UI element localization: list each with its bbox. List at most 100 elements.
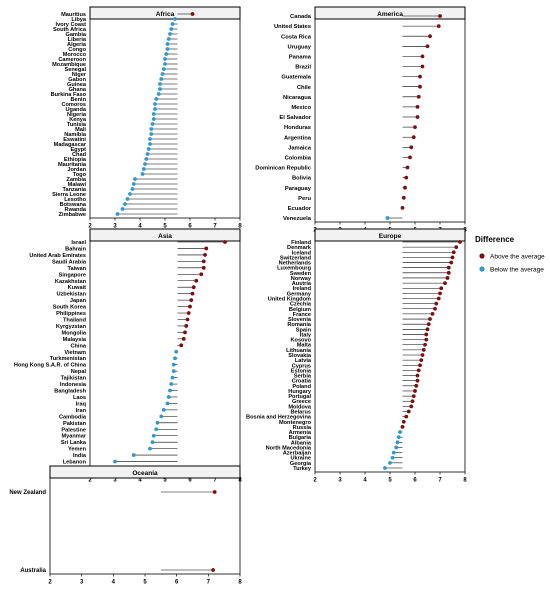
lollipop-point <box>123 202 127 206</box>
lollipop-row: South Africa <box>53 27 178 33</box>
x-tick-label: 7 <box>207 580 211 586</box>
category-label: Myanmar <box>61 434 86 440</box>
category-label: Peru <box>298 196 311 202</box>
category-label: Slovenia <box>288 317 312 323</box>
lollipop-point <box>450 255 455 260</box>
category-label: Kosovo <box>290 338 311 344</box>
lollipop-point <box>150 440 155 445</box>
panel-america: America Canada United States Costa Rica Urug… <box>255 6 467 234</box>
category-label: Guatemala <box>281 75 311 81</box>
lollipop-row: Turkmenistan <box>50 356 178 362</box>
lollipop-point <box>161 67 166 71</box>
lollipop-point <box>169 382 174 386</box>
category-label: Eswatini <box>63 137 86 143</box>
panel-frame <box>89 240 241 473</box>
lollipop-point <box>434 301 439 306</box>
lollipop-point <box>165 401 170 406</box>
lollipop-point <box>166 395 171 399</box>
category-label: Netherlands <box>279 261 311 267</box>
x-tick-label: 7 <box>438 478 442 484</box>
lollipop-row: Libya <box>71 17 178 23</box>
x-tick-label: 3 <box>113 478 117 484</box>
lollipop-row: Gambia <box>65 32 178 38</box>
lollipop-point <box>133 177 137 181</box>
lollipop-point <box>421 347 426 352</box>
category-label: Turkmenistan <box>50 356 87 362</box>
lollipop-point <box>415 378 420 383</box>
lollipop-point <box>443 281 447 285</box>
category-label: United States <box>274 24 311 30</box>
category-label: Mongolia <box>61 330 86 336</box>
lollipop-row: Tunisia <box>67 122 178 128</box>
legend-label-below: Below the average <box>490 267 544 274</box>
lollipop-point <box>189 298 194 303</box>
lollipop-row: Turkey <box>293 466 403 472</box>
category-label: India <box>73 453 87 459</box>
lollipop-point <box>165 47 170 51</box>
lollipop-point <box>428 317 432 321</box>
category-label: Czechia <box>290 302 312 308</box>
lollipop-row: Brazil <box>295 65 425 71</box>
category-label: Switzerland <box>280 255 312 261</box>
category-label: North Macedonia <box>266 445 312 451</box>
category-label: Honduras <box>284 125 311 131</box>
lollipop-row: Yemen <box>68 447 178 453</box>
category-label: Niger <box>72 72 87 78</box>
lollipop-point <box>428 34 432 39</box>
category-label: Gabon <box>68 77 86 83</box>
lollipop-row: Lithuania <box>286 348 426 354</box>
lollipop-row: Bulgaria <box>289 435 403 441</box>
legend-label-above: Above the average <box>490 254 545 261</box>
category-label: Ethiopia <box>64 157 87 163</box>
lollipop-point <box>160 72 165 76</box>
lollipop-row: Burkina Faso <box>51 92 178 98</box>
lollipop-point <box>454 245 459 250</box>
category-label: Bangladesh <box>54 389 86 395</box>
category-label: Nepal <box>71 369 87 375</box>
category-label: Iceland <box>292 250 312 256</box>
lollipop-row: Singapore <box>59 272 204 278</box>
lollipop-row: Philippines <box>56 311 191 317</box>
lollipop-row: Bahrain <box>65 246 209 252</box>
category-label: Thailand <box>63 318 87 324</box>
lollipop-point <box>406 409 411 414</box>
x-tick-label: 8 <box>238 580 242 586</box>
category-label: Argentina <box>284 135 312 141</box>
lollipop-point <box>140 172 145 176</box>
lollipop-row: Chad <box>72 152 178 158</box>
category-label: Indonesia <box>60 382 87 388</box>
lollipop-point <box>404 414 409 419</box>
category-label: Brazil <box>295 65 311 71</box>
lollipop-row: Namibia <box>64 132 178 138</box>
category-label: China <box>70 343 86 349</box>
lollipop-point <box>171 362 176 367</box>
lollipop-point <box>445 276 450 280</box>
lollipop-row: Rwanda <box>65 207 178 213</box>
lollipop-row: Tajikistan <box>61 376 178 382</box>
lollipop-row: Uganda <box>65 107 178 113</box>
category-label: Estonia <box>291 368 312 374</box>
legend-title: Difference <box>475 235 515 244</box>
x-tick-label: 6 <box>188 478 192 484</box>
lollipop-row: Latvia <box>295 358 424 364</box>
lollipop-row: Austria <box>292 281 447 287</box>
legend: Difference Above the average Below the a… <box>475 235 545 274</box>
lollipop-point <box>166 37 171 41</box>
category-label: Belgium <box>289 307 311 313</box>
panel-frame <box>49 477 241 575</box>
lollipop-row: Colombia <box>285 155 412 161</box>
lollipop-row: China <box>70 343 184 349</box>
lollipop-point <box>170 22 175 26</box>
category-label: Tajikistan <box>61 376 87 382</box>
lollipop-point <box>191 285 196 290</box>
lollipop-row: Saudi Arabia <box>52 259 206 265</box>
lollipop-point <box>425 44 430 49</box>
category-label: Australia <box>20 568 46 574</box>
lollipop-point <box>390 455 395 460</box>
category-label: Mozambique <box>52 62 86 68</box>
lollipop-row: Croatia <box>292 379 420 385</box>
category-label: Congo <box>68 47 86 53</box>
lollipop-row: Botswana <box>60 202 178 208</box>
